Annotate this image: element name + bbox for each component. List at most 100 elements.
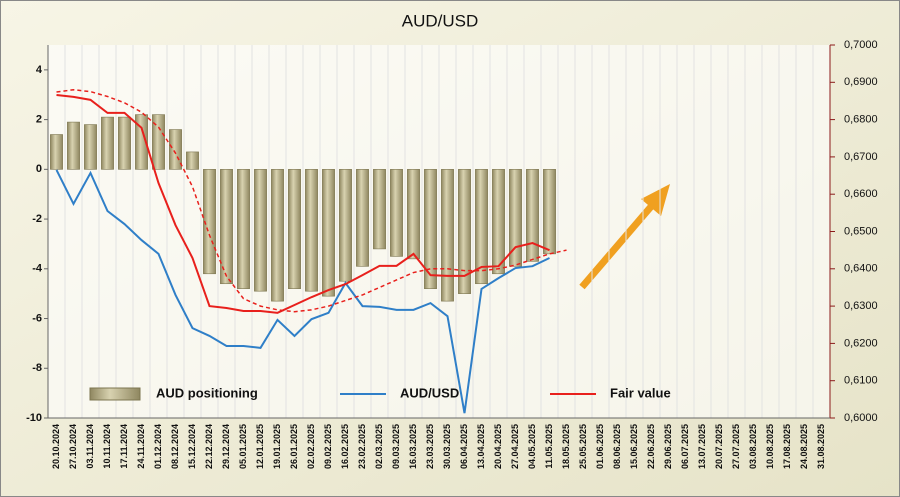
legend-label: Fair value — [610, 385, 671, 400]
bar — [237, 169, 250, 289]
bar — [407, 169, 420, 260]
y2-tick-label: 0,6800 — [844, 114, 878, 126]
x-tick-label: 08.06.2025 — [612, 424, 622, 469]
line — [56, 93, 550, 314]
y2-tick-label: 0,6300 — [844, 300, 878, 312]
y-tick-label: -10 — [26, 412, 42, 424]
bar — [50, 134, 63, 170]
x-tick-label: 03.08.2025 — [748, 424, 758, 469]
x-tick-label: 01.06.2025 — [595, 424, 605, 469]
x-tick-label: 10.08.2025 — [765, 424, 775, 469]
bar — [101, 116, 114, 170]
x-tick-label: 19.01.2025 — [272, 424, 282, 469]
x-tick-label: 11.05.2025 — [544, 424, 554, 469]
x-tick-label: 22.06.2025 — [646, 424, 656, 469]
x-tick-label: 31.08.2025 — [816, 424, 826, 469]
bar — [424, 169, 437, 289]
chart-title: AUD/USD — [402, 11, 479, 30]
bar — [475, 169, 488, 285]
bar — [203, 169, 216, 275]
y2-tick-label: 0,6600 — [844, 188, 878, 200]
bar — [543, 169, 556, 255]
x-tick-label: 10.11.2024 — [102, 424, 112, 469]
bar — [220, 169, 233, 285]
x-tick-label: 02.02.2025 — [306, 424, 316, 469]
x-tick-label: 30.03.2025 — [442, 424, 452, 469]
x-tick-label: 06.07.2025 — [680, 424, 690, 469]
x-tick-label: 29.06.2025 — [663, 424, 673, 469]
legend-label: AUD/USD — [400, 385, 459, 400]
x-tick-label: 20.04.2025 — [493, 424, 503, 469]
bar — [441, 169, 454, 302]
bar — [84, 124, 97, 170]
x-tick-label: 16.03.2025 — [408, 424, 418, 469]
x-tick-label: 20.10.2024 — [51, 424, 61, 469]
y2-tick-label: 0,6700 — [844, 151, 878, 163]
x-tick-label: 09.02.2025 — [323, 424, 333, 469]
bar — [186, 151, 199, 170]
arrow-head — [641, 184, 670, 216]
x-tick-label: 22.12.2024 — [204, 424, 214, 469]
bar — [135, 114, 148, 170]
x-tick-label: 09.03.2025 — [391, 424, 401, 469]
x-tick-label: 15.06.2025 — [629, 424, 639, 469]
y2-tick-label: 0,6100 — [844, 375, 878, 387]
x-tick-label: 17.08.2025 — [782, 424, 792, 469]
x-tick-label: 01.12.2024 — [153, 424, 163, 469]
bar — [458, 169, 471, 294]
x-tick-label: 20.07.2025 — [714, 424, 724, 469]
x-tick-label: 29.12.2024 — [221, 424, 231, 469]
x-tick-label: 13.07.2025 — [697, 424, 707, 469]
bar — [509, 169, 522, 267]
y2-tick-label: 0,6500 — [844, 225, 878, 237]
x-tick-label: 16.02.2025 — [340, 424, 350, 469]
x-tick-label: 17.11.2024 — [119, 424, 129, 469]
y-tick-label: 4 — [36, 64, 43, 76]
x-tick-label: 04.05.2025 — [527, 424, 537, 469]
x-tick-label: 27.04.2025 — [510, 424, 520, 469]
x-tick-label: 23.02.2025 — [357, 424, 367, 469]
bar — [339, 169, 352, 282]
bar — [118, 116, 131, 170]
bar — [390, 169, 403, 257]
y2-tick-label: 0,6900 — [844, 76, 878, 88]
y-tick-label: -8 — [32, 362, 42, 374]
bar — [305, 169, 318, 292]
x-tick-label: 03.11.2024 — [85, 424, 95, 469]
legend-swatch — [89, 387, 141, 401]
bar — [169, 129, 182, 170]
y-tick-label: 2 — [36, 114, 42, 126]
line — [56, 89, 567, 313]
bar — [373, 169, 386, 250]
x-tick-label: 05.01.2025 — [238, 424, 248, 469]
line — [55, 169, 550, 414]
y-tick-label: -6 — [32, 312, 42, 324]
y2-tick-label: 0,6000 — [844, 412, 878, 424]
bar — [322, 169, 335, 297]
y2-tick-label: 0,6400 — [844, 263, 878, 275]
x-tick-label: 27.07.2025 — [731, 424, 741, 469]
bar — [271, 169, 284, 302]
y2-tick-label: 0,7000 — [844, 39, 878, 51]
x-tick-label: 25.05.2025 — [578, 424, 588, 469]
x-tick-label: 06.04.2025 — [459, 424, 469, 469]
x-tick-label: 12.01.2025 — [255, 424, 265, 469]
legend-label: AUD positioning — [156, 385, 258, 400]
x-tick-label: 27.10.2024 — [68, 424, 78, 469]
x-tick-label: 24.08.2025 — [799, 424, 809, 469]
y2-tick-label: 0,6200 — [844, 337, 878, 349]
x-tick-label: 26.01.2025 — [289, 424, 299, 469]
x-tick-label: 13.04.2025 — [476, 424, 486, 469]
bar — [492, 169, 505, 275]
bar — [526, 169, 539, 262]
x-tick-label: 18.05.2025 — [561, 424, 571, 469]
y-tick-label: -4 — [32, 263, 43, 275]
bar — [67, 121, 80, 170]
bar — [152, 114, 165, 170]
bar — [254, 169, 267, 292]
bar — [288, 169, 301, 289]
y-tick-label: 0 — [36, 163, 42, 175]
x-tick-label: 15.12.2024 — [187, 424, 197, 469]
x-tick-label: 08.12.2024 — [170, 424, 180, 469]
